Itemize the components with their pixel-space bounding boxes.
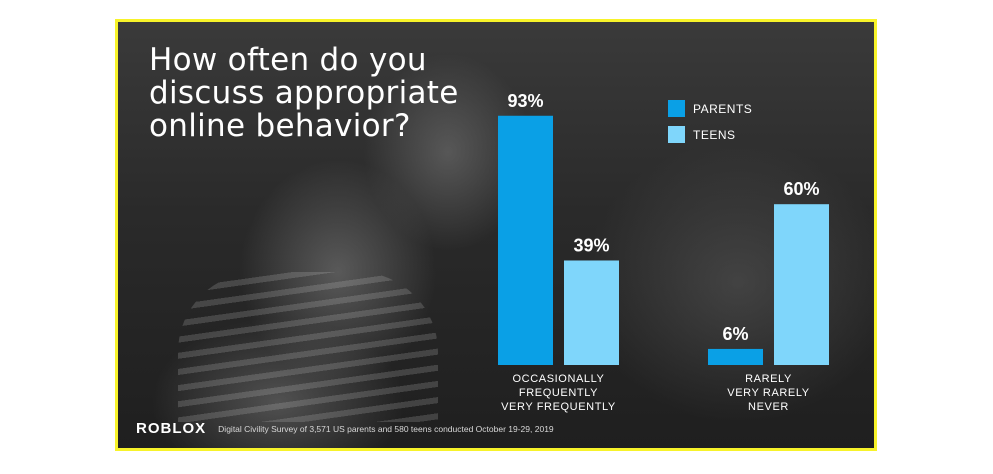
legend-swatch-teens bbox=[668, 126, 685, 143]
legend: PARENTS TEENS bbox=[668, 100, 752, 152]
legend-label-parents: PARENTS bbox=[693, 101, 753, 116]
category-label-1-3: VERY FREQUENTLY bbox=[501, 401, 616, 413]
roblox-logo: ROBLOX bbox=[136, 420, 207, 437]
bar-chart: 93% 39% OCCASIONALLY FREQUENTLY VERY FREQUEN… bbox=[498, 91, 829, 413]
chart-title: How often do you discuss appropriate onl… bbox=[149, 42, 459, 144]
category-label-1-1: OCCASIONALLY bbox=[513, 373, 605, 385]
background-photo bbox=[118, 22, 874, 448]
legend-label-teens: TEENS bbox=[693, 127, 736, 142]
value-label-parents-1: 93% bbox=[507, 91, 543, 111]
value-label-teens-2: 60% bbox=[783, 179, 819, 199]
value-label-parents-2: 6% bbox=[722, 324, 748, 344]
value-label-teens-1: 39% bbox=[573, 235, 609, 255]
category-label-2-3: NEVER bbox=[748, 401, 789, 413]
bar-parents-1 bbox=[498, 115, 553, 365]
source-note: Digital Civility Survey of 3,571 US pare… bbox=[218, 423, 554, 434]
bar-parents-2 bbox=[708, 348, 763, 365]
category-label-2-2: VERY RARELY bbox=[727, 387, 809, 399]
chart-frame: How often do you discuss appropriate onl… bbox=[115, 19, 877, 451]
category-label-2-1: RARELY bbox=[745, 373, 792, 385]
footer: ROBLOX Digital Civility Survey of 3,571 … bbox=[136, 420, 554, 437]
legend-item-parents: PARENTS bbox=[668, 100, 752, 117]
legend-swatch-parents bbox=[668, 100, 685, 117]
bar-teens-2 bbox=[774, 204, 829, 365]
background-photo-detail bbox=[178, 272, 438, 422]
legend-item-teens: TEENS bbox=[668, 126, 752, 143]
bar-teens-1 bbox=[564, 260, 619, 365]
category-label-1-2: FREQUENTLY bbox=[519, 387, 598, 399]
